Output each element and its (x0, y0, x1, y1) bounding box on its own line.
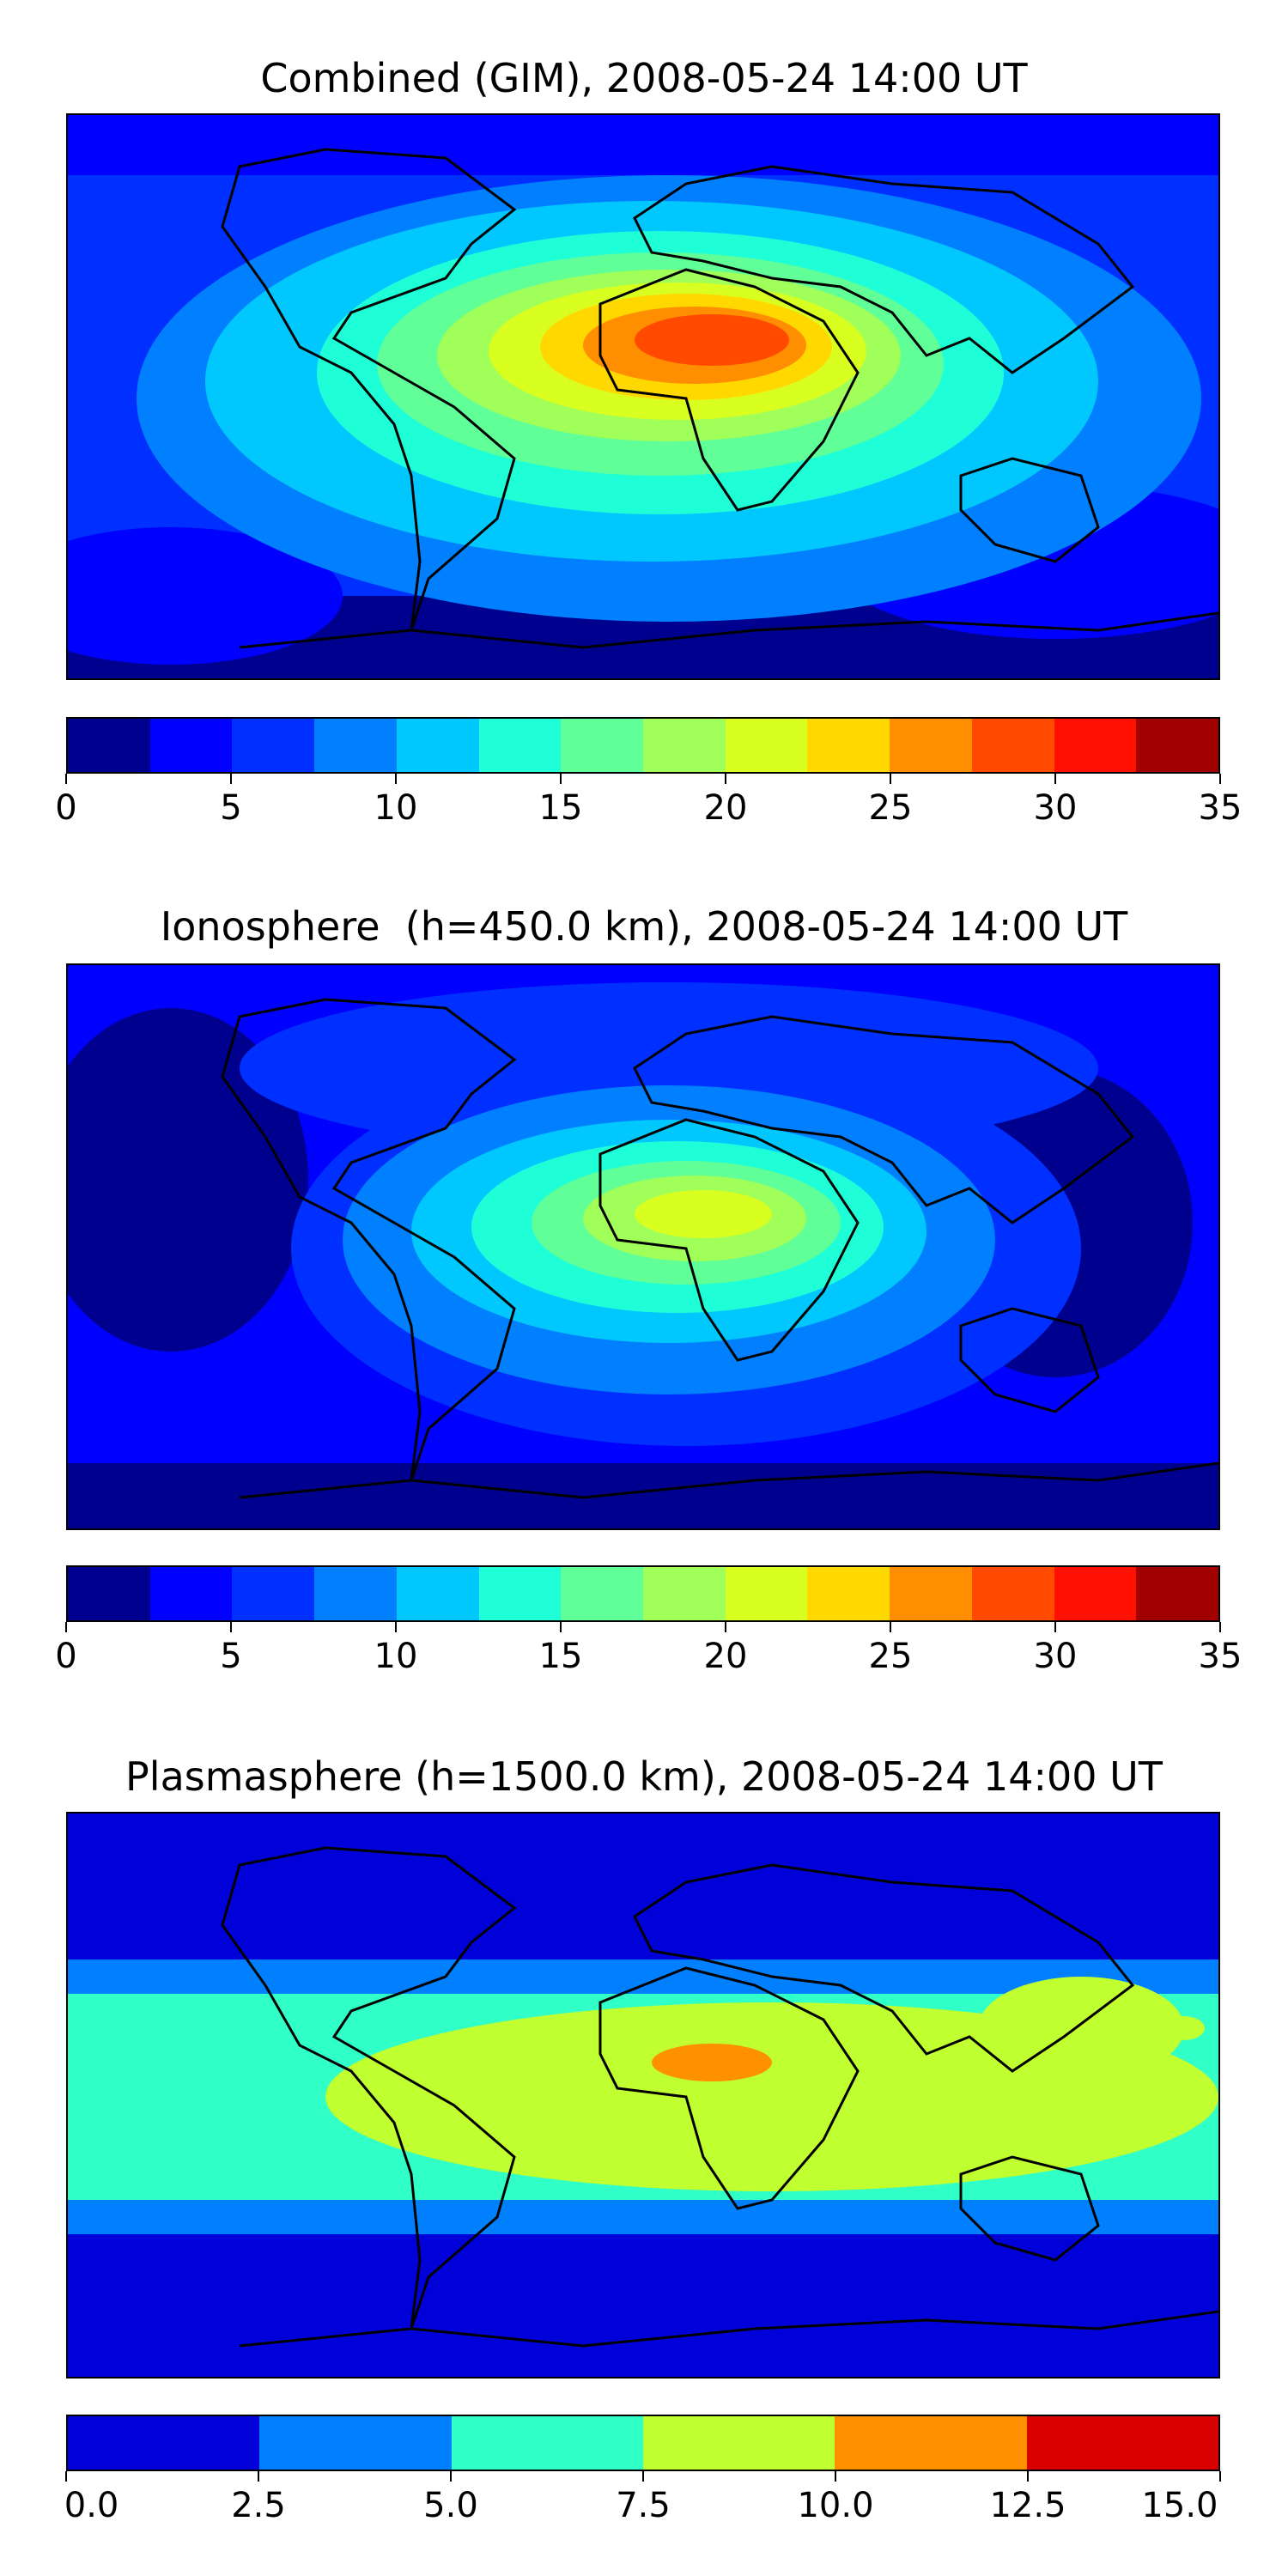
colorbar-segment (396, 1567, 479, 1620)
tick-label: 30 (1033, 788, 1078, 828)
tick-label: 35 (1198, 1637, 1242, 1676)
tick-label: 15 (538, 1637, 583, 1676)
tick-label: 5 (220, 788, 242, 828)
colorbar-segment (314, 719, 397, 772)
tick-label: 10.0 (797, 2486, 874, 2525)
combined-colorbar (66, 717, 1220, 774)
colorbar-segment (259, 2416, 452, 2470)
colorbar-segment (478, 1567, 562, 1620)
colorbar-segment (232, 1567, 315, 1620)
combined-map-plot (68, 115, 1218, 678)
plasmasphere-colorbar (66, 2415, 1220, 2471)
tick-label: 10 (374, 788, 418, 828)
panel-title: Ionosphere (h=450.0 km), 2008-05-24 14:0… (160, 903, 1128, 950)
tick-label: 20 (703, 1637, 748, 1676)
tick-label: 5.0 (423, 2486, 478, 2525)
tick-label: 25 (868, 788, 913, 828)
colorbar-segment (232, 719, 315, 772)
colorbar-segment (314, 1567, 397, 1620)
tick-label: 30 (1033, 1637, 1078, 1676)
plasmasphere-map-plot (68, 1814, 1218, 2377)
colorbar-segment (561, 1567, 644, 1620)
colorbar-segment (643, 719, 726, 772)
colorbar-segment (890, 1567, 972, 1620)
colorbar-segment (643, 1567, 726, 1620)
coastlines (221, 1846, 1218, 2348)
colorbar-segment (478, 719, 562, 772)
colorbar-segment (971, 719, 1054, 772)
tick-label: 35 (1198, 788, 1242, 828)
ionosphere-map (66, 963, 1220, 1530)
tick-label: 25 (868, 1637, 913, 1676)
panel-title: Combined (GIM), 2008-05-24 14:00 UT (260, 55, 1028, 101)
colorbar-segment (890, 719, 972, 772)
colorbar-segment (1136, 719, 1219, 772)
colorbar-segment (1026, 2416, 1218, 2470)
colorbar-segment (807, 1567, 890, 1620)
tick-label: 12.5 (989, 2486, 1066, 2525)
tick-label: 0 (55, 1637, 77, 1676)
colorbar-segment (451, 2416, 643, 2470)
colorbar-segment (725, 719, 808, 772)
colorbar-segment (725, 1567, 808, 1620)
coastlines (221, 998, 1218, 1499)
tick-label: 0 (55, 788, 77, 828)
combined-colorbar-ticks: 0 5 10 15 20 25 30 35 (55, 774, 1242, 828)
tick-label: 5 (220, 1637, 242, 1676)
ionosphere-colorbar (66, 1565, 1220, 1622)
tick-label: 0.0 (64, 2486, 119, 2525)
colorbar-segment (561, 719, 644, 772)
colorbar-segment (642, 2416, 835, 2470)
colorbar-segment (835, 2416, 1027, 2470)
ionosphere-colorbar-ticks: 0 5 10 15 20 25 30 35 (55, 1622, 1242, 1676)
colorbar-segment (1054, 719, 1137, 772)
tick-label: 2.5 (231, 2486, 286, 2525)
colorbar-segment (1136, 1567, 1219, 1620)
tick-label: 20 (703, 788, 748, 828)
coastlines (221, 148, 1218, 649)
colorbar-segment (68, 1567, 150, 1620)
tick-label: 7.5 (616, 2486, 671, 2525)
tick-label: 15.0 (1141, 2486, 1218, 2525)
plasmasphere-colorbar-ticks: 0.0 2.5 5.0 7.5 10.0 12.5 15.0 (64, 2471, 1221, 2525)
panel-title: Plasmasphere (h=1500.0 km), 2008-05-24 1… (125, 1753, 1163, 1800)
colorbar-segment (68, 2416, 260, 2470)
colorbar-segment (971, 1567, 1054, 1620)
combined-map (66, 113, 1220, 680)
colorbar-segment (807, 719, 890, 772)
colorbar-segment (149, 1567, 233, 1620)
ionosphere-map-plot (68, 965, 1218, 1528)
plasmasphere-map (66, 1812, 1220, 2379)
colorbar-segment (68, 719, 150, 772)
colorbar-segment (149, 719, 233, 772)
colorbar-segment (396, 719, 479, 772)
tick-label: 10 (374, 1637, 418, 1676)
tick-label: 15 (538, 788, 583, 828)
colorbar-segment (1054, 1567, 1137, 1620)
